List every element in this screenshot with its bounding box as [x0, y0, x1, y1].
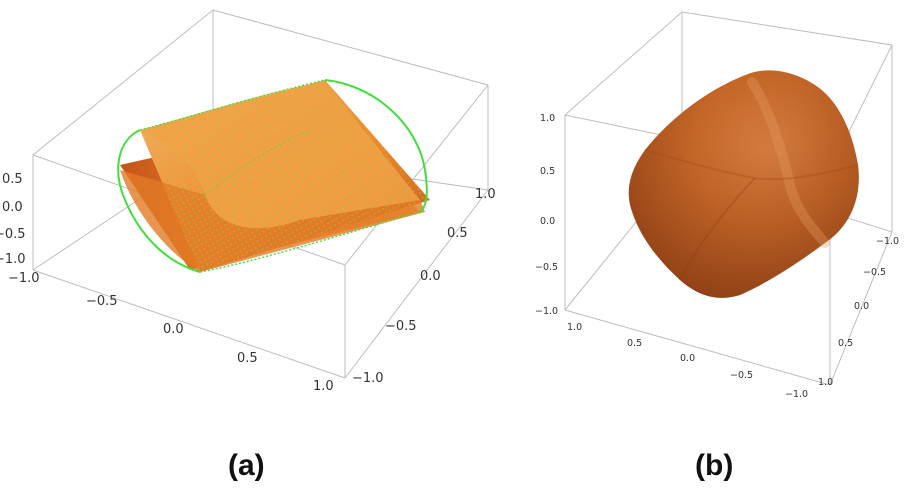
panel-b-x-tick: −0.5: [730, 370, 753, 381]
panel-b-z-tick: 0.0: [540, 216, 555, 227]
panel-a-x-tick: 0.0: [163, 322, 184, 337]
panel-a-z-tick: 0.0: [2, 200, 23, 215]
panel-b-x-tick: 0.0: [680, 353, 695, 364]
panel-b-y-tick: 0.0: [854, 301, 869, 312]
panel-a-x-tick: −1.0: [8, 271, 40, 286]
panel-b-x-tick: 0.5: [627, 338, 642, 349]
panel-b-z-tick: 1.0: [540, 113, 555, 124]
panel-b-x-ticks: 1.0 0.5 0.0 −0.5 −1.0: [567, 322, 808, 400]
panel-a-y-tick: 1.0: [475, 187, 496, 202]
panel-a-z-ticks: 0.5 0.0 −0.5 −1.0: [0, 172, 26, 267]
panel-a-svg: 0.5 0.0 −0.5 −1.0 −1.0 −0.5 0.0 0.5 1.0 …: [0, 9, 496, 394]
panel-b-caption: (b): [695, 449, 734, 482]
panel-a-z-tick: −0.5: [0, 227, 26, 242]
panel-a-x-tick: 1.0: [313, 379, 334, 394]
panel-a-y-ticks: 1.0 0.5 0.0 −0.5 −1.0: [352, 187, 496, 386]
panel-b-z-tick: 0.5: [540, 166, 555, 177]
panel-a-x-ticks: −1.0 −0.5 0.0 0.5 1.0: [8, 271, 334, 394]
panel-b-x-tick: 1.0: [567, 322, 582, 333]
panel-b-y-tick: 0.5: [838, 338, 853, 349]
panel-b-y-tick: 1.0: [818, 377, 833, 388]
panel-b-y-ticks: −1.0 −0.5 0.0 0.5 1.0: [818, 236, 899, 388]
panel-b-z-tick: −1.0: [535, 306, 558, 317]
panel-b-y-tick: −1.0: [876, 236, 899, 247]
panel-a-z-tick: 0.5: [2, 172, 23, 187]
panel-b-x-tick: −1.0: [785, 389, 808, 400]
panel-a-x-tick: −0.5: [86, 294, 118, 309]
panel-a-y-tick: −1.0: [352, 371, 384, 386]
panel-b-solid: [628, 70, 859, 298]
panel-b-z-ticks: 1.0 0.5 0.0 −0.5 −1.0: [535, 113, 558, 317]
panel-a-y-tick: 0.5: [447, 226, 468, 241]
panel-b-svg: 1.0 0.5 0.0 −0.5 −1.0 1.0 0.5 0.0 −0.5 −…: [535, 11, 899, 400]
panel-a-y-tick: −0.5: [385, 319, 417, 334]
panel-a-surface: [117, 79, 430, 273]
panel-a-z-tick: −1.0: [0, 252, 26, 267]
panel-b-z-tick: −0.5: [535, 262, 558, 273]
panel-b-y-tick: −0.5: [863, 267, 886, 278]
panel-b-plot: 1.0 0.5 0.0 −0.5 −1.0 1.0 0.5 0.0 −0.5 −…: [520, 0, 908, 420]
panel-a-y-tick: 0.0: [420, 269, 441, 284]
panel-a-plot: 0.5 0.0 −0.5 −1.0 −1.0 −0.5 0.0 0.5 1.0 …: [0, 0, 500, 420]
panel-a-caption: (a): [228, 449, 265, 482]
panel-a-x-tick: 0.5: [237, 351, 258, 366]
